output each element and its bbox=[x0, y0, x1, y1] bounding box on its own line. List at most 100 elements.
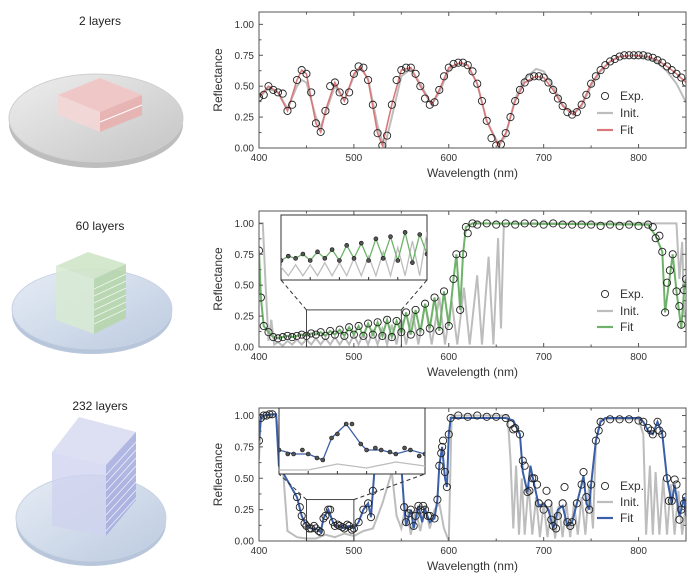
exp-data-point bbox=[314, 526, 323, 536]
y-tick-label: 0.00 bbox=[235, 343, 255, 354]
exp-data-point bbox=[444, 321, 453, 331]
exp-data-point bbox=[278, 333, 287, 342]
inset-exp-point bbox=[315, 249, 320, 255]
exp-data-point bbox=[515, 85, 524, 94]
fit-series-line bbox=[259, 54, 686, 148]
fit-series-line bbox=[259, 413, 686, 534]
exp-data-point bbox=[525, 73, 534, 82]
exp-data-point bbox=[620, 51, 629, 60]
inset-exp-point bbox=[402, 445, 407, 451]
inset-exp-point bbox=[264, 259, 268, 263]
zoom-connector-right bbox=[353, 473, 426, 501]
exp-data-point bbox=[473, 79, 482, 88]
inset-exp-point bbox=[343, 421, 349, 427]
exp-data-point bbox=[297, 511, 306, 520]
inset-exp-point bbox=[307, 258, 313, 263]
exp-data-point bbox=[387, 100, 396, 109]
exp-data-point bbox=[333, 520, 342, 529]
inset-exp-point bbox=[322, 256, 328, 261]
exp-data-point bbox=[568, 518, 577, 527]
exp-data-point bbox=[268, 410, 277, 419]
exp-data-point bbox=[634, 51, 643, 60]
init-series-line bbox=[259, 222, 686, 347]
exp-data-point bbox=[326, 505, 335, 514]
exp-data-point bbox=[675, 515, 684, 524]
exp-data-point bbox=[340, 96, 349, 106]
plot-frame bbox=[258, 11, 687, 149]
exp-data-point bbox=[269, 333, 278, 342]
exp-data-point bbox=[458, 250, 468, 259]
exp-data-point bbox=[335, 325, 344, 334]
exp-data-point bbox=[435, 461, 444, 470]
exp-data-point bbox=[639, 51, 648, 60]
exp-data-point bbox=[662, 62, 672, 71]
inset-exp-point bbox=[271, 444, 275, 448]
exp-data-point bbox=[307, 524, 316, 533]
y-tick-label: 1.00 bbox=[235, 411, 255, 422]
inset-exp-point bbox=[417, 232, 423, 237]
inset-area bbox=[264, 230, 427, 279]
inset-exp-point bbox=[416, 453, 422, 459]
y-tick-label: 0.75 bbox=[235, 51, 255, 62]
exp-data-point bbox=[444, 63, 453, 72]
exp-data-point bbox=[378, 331, 387, 340]
exp-data-point bbox=[587, 79, 596, 88]
legend-entry-exp: Exp. bbox=[620, 89, 644, 103]
exp-data-point bbox=[409, 521, 418, 530]
x-tick-label: 600 bbox=[440, 546, 457, 557]
exp-data-point bbox=[292, 493, 302, 502]
inset-exp-point bbox=[285, 253, 291, 259]
legend-entry-fit: Fit bbox=[620, 123, 634, 137]
exp-data-point bbox=[653, 417, 662, 426]
inset-exp-point bbox=[378, 447, 384, 453]
exp-data-point bbox=[406, 330, 415, 339]
inset-frame bbox=[278, 407, 426, 475]
exp-data-point bbox=[264, 328, 273, 337]
exp-data-point bbox=[354, 518, 363, 527]
exp-data-point bbox=[515, 430, 524, 439]
exp-data-point bbox=[283, 331, 292, 340]
exp-data-point bbox=[364, 499, 373, 508]
exp-data-point bbox=[309, 521, 319, 530]
exp-data-point bbox=[482, 412, 491, 421]
inset-exp-point bbox=[364, 447, 369, 453]
inset-exp-point bbox=[272, 256, 276, 260]
exp-data-point bbox=[680, 286, 686, 295]
exp-data-point bbox=[433, 495, 442, 504]
exp-data-point bbox=[572, 108, 581, 117]
exp-data-point bbox=[667, 66, 676, 75]
exp-data-point bbox=[487, 134, 496, 143]
inset-plot bbox=[264, 214, 428, 281]
exp-data-point bbox=[511, 96, 520, 106]
exp-data-point bbox=[340, 331, 349, 340]
inset-exp-point bbox=[349, 421, 355, 427]
exp-data-point bbox=[387, 333, 396, 342]
exp-data-point bbox=[454, 58, 463, 67]
exp-data-point bbox=[643, 424, 653, 433]
exp-data-point bbox=[368, 486, 377, 495]
exp-data-point bbox=[468, 67, 477, 76]
exp-data-point bbox=[406, 63, 415, 72]
exp-data-point bbox=[259, 411, 268, 420]
exp-data-point bbox=[667, 496, 676, 505]
exp-data-point bbox=[625, 220, 634, 229]
exp-data-point bbox=[419, 501, 428, 510]
exp-data-point bbox=[283, 106, 292, 115]
exp-data-point bbox=[506, 420, 515, 429]
legend: Exp. Init. Fit bbox=[597, 89, 644, 137]
exp-data-point bbox=[661, 308, 670, 317]
inset-exp-point bbox=[300, 251, 306, 257]
exp-data-point bbox=[345, 88, 354, 97]
inset-exp-point bbox=[257, 418, 261, 422]
inset-exp-point bbox=[358, 441, 364, 447]
exp-data-point bbox=[606, 57, 615, 66]
exp-data-point bbox=[534, 72, 543, 81]
exp-data-point bbox=[449, 274, 458, 284]
exp-data-point bbox=[354, 321, 363, 331]
exp-data-point bbox=[435, 85, 444, 94]
exp-data-point bbox=[525, 486, 534, 495]
exp-data-point bbox=[366, 513, 376, 522]
x-tick-label: 700 bbox=[535, 546, 552, 557]
exp-data-point bbox=[359, 63, 368, 72]
exp-data-point bbox=[345, 323, 354, 332]
